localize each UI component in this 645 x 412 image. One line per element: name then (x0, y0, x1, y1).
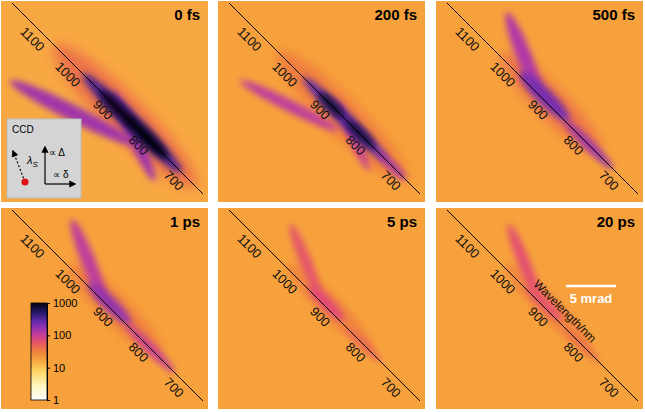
panel: 11001000 900 800 700 500 fs (436, 1, 643, 202)
wavelength-axis-line (447, 3, 638, 194)
colorbar-tick-label: 10 (53, 362, 65, 374)
background (218, 1, 425, 202)
colorbar-tick: 10 (47, 362, 65, 374)
features (6, 31, 208, 201)
background (218, 208, 425, 409)
wavelength-tick-label: 700 (378, 168, 404, 194)
plot-area (1, 1, 208, 202)
background (1, 208, 208, 409)
panel: 11001000 900 800 700 5 ps (218, 208, 425, 409)
feature (514, 66, 575, 127)
wavelength-tick-label: 800 (343, 339, 369, 365)
wavelength-tick-label: 1000 (52, 59, 83, 90)
colorbar-ramp (31, 303, 47, 400)
colorbar-tick-label: 100 (53, 329, 71, 341)
inset: CCD ∝ Δ ∝ δ λS (7, 119, 81, 198)
wavelength-tick-label: 800 (126, 339, 152, 365)
wavelength-axis-line (447, 210, 638, 401)
plot-area (218, 208, 425, 409)
wavelength-tick-label: 1100 (234, 24, 264, 54)
wavelength-axis-line (12, 210, 203, 401)
wavelength-tick-label: 900 (307, 304, 333, 330)
inset-dot (22, 179, 29, 186)
panel: 11001000 900 800 700 20 ps 5 mradWavelength/n… (436, 208, 643, 409)
background (436, 208, 643, 409)
inset-label-sub: S (32, 160, 38, 169)
wavelength-tick-label: 1000 (487, 59, 518, 90)
plot-area (218, 1, 425, 202)
panel: 110010009008007001 ps1101001000 (1, 208, 208, 409)
figure: 110010009008007000 fsCCD∝ Δ∝ δλS11001000… (0, 0, 645, 412)
wavelength-tick-label: 1100 (452, 24, 482, 54)
panel-title: 5 ps (387, 213, 417, 230)
panel-title: 500 fs (592, 6, 635, 23)
wavelength-tick-label: 700 (596, 375, 622, 401)
background (436, 1, 643, 202)
inset-label: ∝ Δ (49, 147, 65, 158)
panel-title: 200 fs (374, 6, 417, 23)
wavelength-tick-label: 900 (525, 97, 551, 123)
colorbar-tick-label: 1 (53, 394, 59, 406)
panel-title: 1 ps (170, 213, 200, 230)
wavelength-axis-title: Wavelength/nm (531, 277, 600, 346)
wavelength-tick-label: 1000 (487, 266, 518, 297)
wavelength-tick-label: 800 (561, 339, 587, 365)
colorbar-tick-mark (47, 368, 50, 369)
panel: 11001000 900 800 700 0 fs CCD ∝ Δ ∝ δ λS (1, 1, 210, 202)
feature (83, 277, 135, 329)
wavelength-tick-label: 1100 (17, 24, 47, 54)
scale-bar-label: 5 mrad (570, 291, 613, 306)
wavelength-axis-line (229, 210, 420, 401)
wavelength-tick-label: 900 (525, 304, 551, 330)
wavelength-tick-label: 1100 (452, 231, 482, 261)
arrow-horizontal (45, 183, 75, 184)
colorbar-tick: 1000 (47, 297, 77, 309)
wavelength-tick-label: 1000 (269, 59, 300, 90)
wavelength-axis-line (229, 3, 420, 194)
arrow-vertical (44, 147, 45, 184)
panel: 11001000 900 800 700 200 fs (218, 1, 425, 202)
wavelength-tick-label: 1100 (234, 231, 264, 261)
colorbar-tick: 1 (47, 394, 59, 406)
colorbar-tick: 100 (47, 329, 71, 341)
wavelength-tick-label: 1000 (52, 266, 83, 297)
features (492, 9, 617, 172)
colorbar-axis: 1 10 100 1000 (47, 297, 77, 406)
background (1, 1, 208, 202)
colorbar-tick-label: 1000 (53, 297, 77, 309)
wavelength-tick-label: 800 (343, 132, 369, 158)
wavelength-tick-label: 800 (126, 132, 152, 158)
wavelength-tick-label: 900 (90, 97, 116, 123)
plot-area (436, 208, 643, 409)
wavelength-tick-label: 900 (307, 97, 333, 123)
wavelength-tick-label: 1100 (17, 231, 47, 261)
wavelength-tick-label: 1000 (269, 266, 300, 297)
wavelength-tick-label: 700 (596, 168, 622, 194)
features (61, 217, 178, 377)
plot-area (436, 1, 643, 202)
inset-label: ∝ δ (53, 169, 69, 180)
features (279, 222, 384, 366)
scale-bar (566, 285, 616, 288)
inset-label: λS (26, 154, 38, 169)
panel-title: 20 ps (597, 213, 635, 230)
colorbar-tick-mark (47, 400, 50, 401)
wavelength-tick-label: 900 (90, 304, 116, 330)
inset-box (7, 119, 81, 198)
wavelength-tick-label: 800 (561, 132, 587, 158)
panel-title: 0 fs (174, 6, 200, 23)
arrow-diagonal (13, 151, 25, 182)
wavelength-tick-label: 700 (378, 375, 404, 401)
inset-title: CCD (12, 124, 34, 135)
plot-area (1, 208, 208, 409)
colorbar: 1 10 100 1000 (31, 297, 77, 406)
colorbar-axis-line (48, 304, 51, 401)
colorbar-tick-mark (47, 335, 50, 336)
colorbar-tick-mark (47, 303, 50, 304)
wavelength-tick-label: 700 (161, 168, 187, 194)
wavelength-tick-label: 700 (161, 375, 187, 401)
